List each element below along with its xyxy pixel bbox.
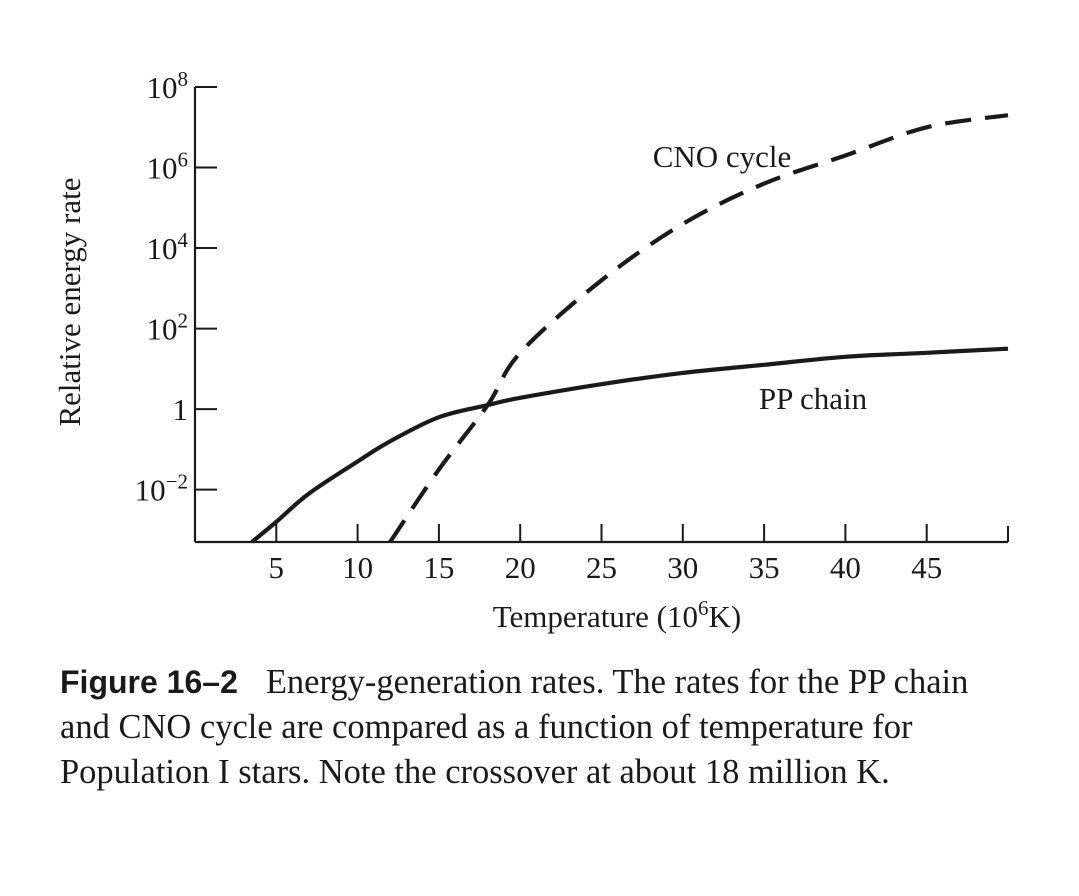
y-tick-label: 104 xyxy=(147,228,189,266)
y-axis-title: Relative energy rate xyxy=(52,177,87,426)
x-tick-label: 45 xyxy=(911,550,942,585)
x-tick-label: 30 xyxy=(667,550,698,585)
figure-caption: Figure 16–2 Energy-generation rates. The … xyxy=(60,660,1020,795)
y-axis-ticks: 108 106 104 102 1 10−2 xyxy=(135,67,217,508)
cno-cycle-label: CNO cycle xyxy=(653,139,792,174)
y-tick-label: 106 xyxy=(147,148,189,186)
x-tick-label: 5 xyxy=(269,550,285,585)
x-tick-label: 40 xyxy=(830,550,861,585)
energy-rate-chart: 108 106 104 102 1 10−2 5 10 15 20 25 30 35 40 45 CNO … xyxy=(52,67,1009,634)
y-tick-label: 10−2 xyxy=(135,470,188,508)
series-lines xyxy=(250,113,1009,544)
y-tick-label: 1 xyxy=(173,392,189,427)
x-tick-label: 20 xyxy=(505,550,536,585)
axes xyxy=(193,87,1009,544)
x-axis-ticks: 5 10 15 20 25 30 35 40 45 xyxy=(269,524,942,585)
x-tick-label: 35 xyxy=(749,550,780,585)
x-tick-label: 15 xyxy=(423,550,454,585)
x-tick-label: 25 xyxy=(586,550,617,585)
caption-text: Energy-generation rates. The rates for t… xyxy=(60,663,969,791)
cno-cycle-line xyxy=(388,113,1009,544)
pp-chain-line xyxy=(250,346,1009,544)
figure-number: Figure 16–2 xyxy=(60,664,238,700)
chart-labels: CNO cycle PP chain Temperature (106K) Relat… xyxy=(52,139,868,634)
pp-chain-label: PP chain xyxy=(759,381,868,416)
y-tick-label: 102 xyxy=(147,309,189,347)
x-tick-label: 10 xyxy=(342,550,373,585)
y-tick-label: 108 xyxy=(147,67,189,105)
x-axis-title: Temperature (106K) xyxy=(493,596,741,634)
